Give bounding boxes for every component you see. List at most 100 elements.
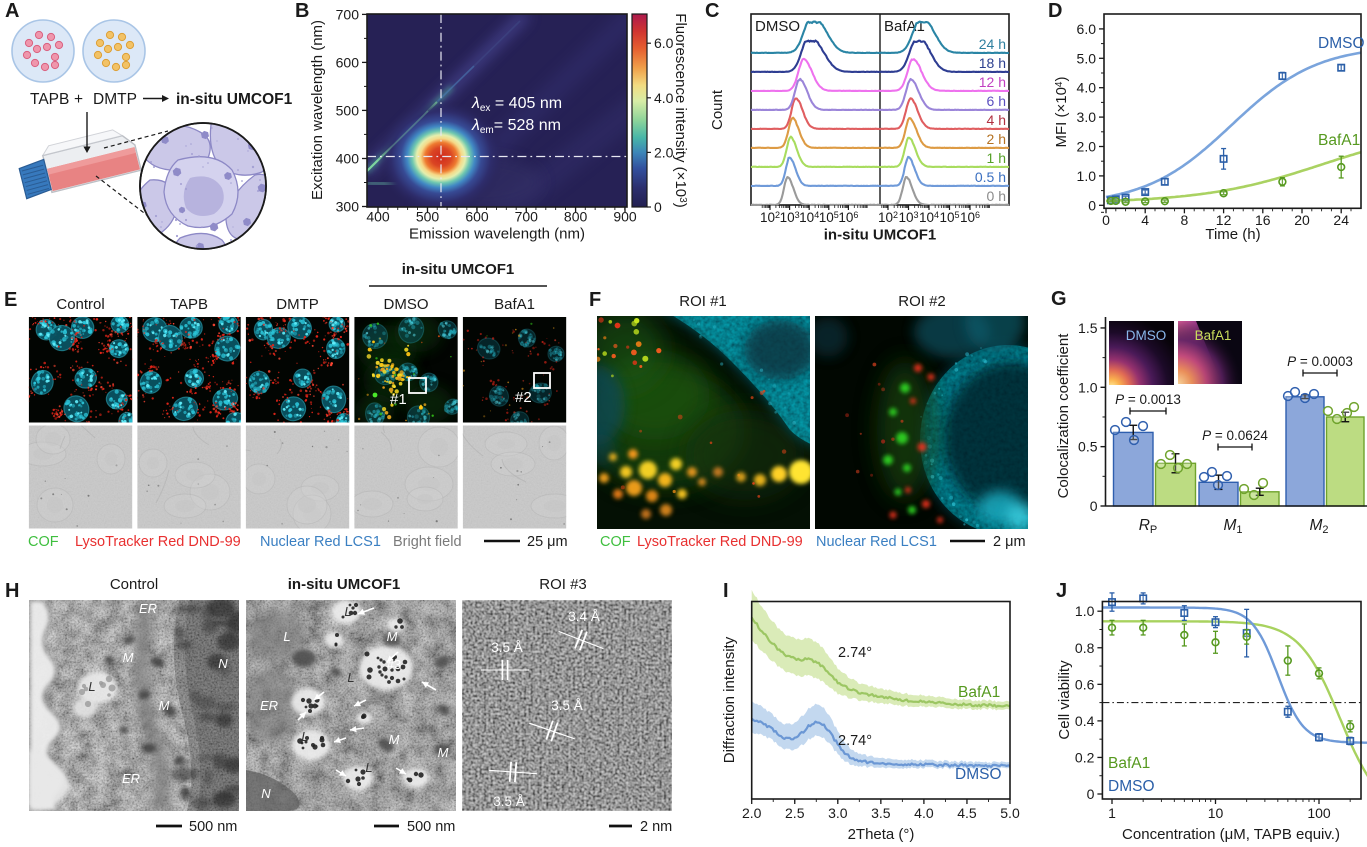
svg-text:L: L — [301, 729, 308, 744]
svg-text:in-situ UMCOF1: in-situ UMCOF1 — [402, 261, 515, 278]
svg-text:in-situ UMCOF1: in-situ UMCOF1 — [288, 576, 401, 593]
svg-text:700: 700 — [515, 209, 539, 225]
svg-text:BafA1: BafA1 — [884, 18, 925, 35]
svg-text:0: 0 — [1102, 212, 1110, 228]
svg-text:1.5: 1.5 — [1078, 320, 1098, 336]
svg-text:0: 0 — [654, 199, 662, 215]
svg-text:0.2: 0.2 — [1075, 749, 1095, 765]
svg-text:+: + — [74, 91, 83, 108]
svg-text:106: 106 — [838, 210, 858, 225]
svg-text:0 h: 0 h — [987, 188, 1006, 204]
svg-text:106: 106 — [960, 210, 980, 225]
svg-text:0: 0 — [1088, 197, 1096, 213]
svg-text:103: 103 — [898, 210, 918, 225]
svg-text:24 h: 24 h — [979, 36, 1006, 52]
svg-text:102: 102 — [878, 210, 898, 225]
svg-text:M: M — [438, 745, 449, 760]
svg-text:4.0: 4.0 — [654, 90, 674, 106]
svg-text:4: 4 — [1141, 212, 1149, 228]
svg-text:6.0: 6.0 — [654, 35, 674, 51]
svg-text:L: L — [283, 629, 290, 644]
svg-text:B: B — [295, 0, 309, 22]
svg-text:1.0: 1.0 — [1077, 168, 1097, 184]
svg-text:104: 104 — [919, 210, 939, 225]
svg-text:0.8: 0.8 — [1075, 640, 1095, 656]
svg-text:2.5: 2.5 — [785, 805, 805, 821]
svg-text:16: 16 — [1255, 212, 1271, 228]
svg-text:DMSO: DMSO — [1126, 328, 1167, 343]
svg-text:2.0: 2.0 — [654, 144, 674, 160]
svg-text:L: L — [347, 670, 354, 685]
svg-text:H: H — [5, 580, 19, 602]
svg-text:500 nm: 500 nm — [407, 819, 455, 835]
svg-text:TAPB: TAPB — [30, 91, 69, 108]
svg-text:I: I — [723, 580, 729, 602]
svg-text:1: 1 — [1108, 805, 1116, 821]
svg-text:1.0: 1.0 — [1078, 379, 1098, 395]
svg-text:F: F — [589, 289, 601, 311]
svg-text:105: 105 — [939, 210, 959, 225]
svg-text:0.5 h: 0.5 h — [975, 169, 1006, 185]
svg-text:MFI (×104): MFI (×104) — [1053, 77, 1070, 148]
svg-text:3.5 Å: 3.5 Å — [493, 794, 525, 809]
svg-text:6 h: 6 h — [987, 93, 1006, 109]
svg-text:1.0: 1.0 — [1075, 603, 1095, 619]
svg-text:5.0: 5.0 — [1000, 805, 1020, 821]
svg-text:1 h: 1 h — [987, 150, 1006, 166]
svg-text:Concentration (μM, TAPB equiv.: Concentration (μM, TAPB equiv.) — [1122, 826, 1340, 842]
svg-text:DMTP: DMTP — [93, 91, 137, 108]
svg-text:2.0: 2.0 — [1077, 139, 1097, 155]
svg-text:N: N — [261, 786, 271, 801]
svg-text:M1: M1 — [1223, 517, 1242, 536]
svg-text:#3: #3 — [387, 657, 401, 672]
svg-text:800: 800 — [564, 209, 588, 225]
svg-text:3.5 Å: 3.5 Å — [491, 640, 523, 655]
svg-text:4.5: 4.5 — [957, 805, 977, 821]
svg-text:#2: #2 — [515, 389, 532, 406]
svg-text:900: 900 — [613, 209, 637, 225]
svg-text:12 h: 12 h — [979, 74, 1006, 90]
svg-text:DMSO: DMSO — [955, 766, 1002, 783]
svg-text:18 h: 18 h — [979, 55, 1006, 71]
svg-text:4.0: 4.0 — [1077, 80, 1097, 96]
svg-text:0.4: 0.4 — [1075, 713, 1095, 729]
svg-text:M2: M2 — [1309, 517, 1328, 536]
svg-text:2 h: 2 h — [987, 131, 1006, 147]
svg-text:8: 8 — [1181, 212, 1189, 228]
svg-text:10: 10 — [1208, 805, 1224, 821]
svg-text:102: 102 — [760, 210, 780, 225]
svg-text:G: G — [1051, 288, 1067, 310]
svg-text:700: 700 — [336, 6, 360, 22]
svg-text:12: 12 — [1216, 212, 1232, 228]
svg-text:Diffraction intensity: Diffraction intensity — [721, 636, 738, 763]
svg-text:ROI #1: ROI #1 — [679, 293, 727, 310]
svg-text:104: 104 — [799, 210, 819, 225]
svg-text:A: A — [5, 0, 19, 22]
svg-text:600: 600 — [336, 54, 360, 70]
svg-text:in-situ UMCOF1: in-situ UMCOF1 — [824, 227, 937, 244]
svg-text:Fluorescence intensity (×103): Fluorescence intensity (×103) — [672, 13, 689, 207]
svg-text:4 h: 4 h — [987, 112, 1006, 128]
svg-text:LysoTracker Red DND-99: LysoTracker Red DND-99 — [637, 534, 803, 550]
svg-text:DMSO: DMSO — [1318, 35, 1365, 52]
svg-text:E: E — [4, 289, 17, 311]
svg-text:3.4 Å: 3.4 Å — [568, 609, 600, 624]
svg-text:2.0: 2.0 — [742, 805, 762, 821]
svg-text:COF: COF — [600, 534, 631, 550]
svg-text:25 μm: 25 μm — [527, 534, 568, 550]
svg-text:Time (h): Time (h) — [1205, 226, 1260, 243]
svg-text:M: M — [123, 650, 134, 665]
svg-text:0.5: 0.5 — [1078, 439, 1098, 455]
svg-text:Emission wavelength (nm): Emission wavelength (nm) — [409, 226, 585, 243]
svg-text:λem= 528 nm: λem= 528 nm — [471, 117, 561, 136]
svg-text:BafA1: BafA1 — [1318, 132, 1360, 149]
svg-text:3.5 Å: 3.5 Å — [551, 698, 583, 713]
svg-text:0: 0 — [1090, 498, 1098, 514]
svg-text:P = 0.0013: P = 0.0013 — [1115, 392, 1181, 407]
svg-text:5.0: 5.0 — [1077, 50, 1097, 66]
svg-text:LysoTracker Red DND-99: LysoTracker Red DND-99 — [75, 534, 241, 550]
svg-text:Bright field: Bright field — [393, 534, 462, 550]
svg-text:3.5: 3.5 — [871, 805, 891, 821]
svg-text:105: 105 — [819, 210, 839, 225]
svg-text:DMTP: DMTP — [276, 296, 319, 313]
